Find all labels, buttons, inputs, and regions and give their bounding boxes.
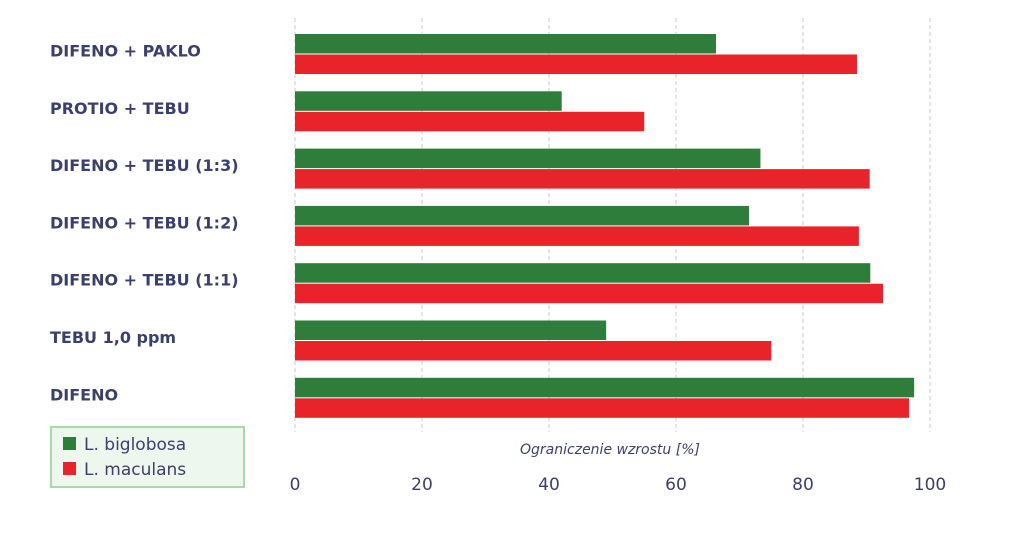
legend-box bbox=[50, 426, 245, 488]
x-tick-40: 40 bbox=[538, 475, 560, 495]
category-label: PROTIO + TEBU bbox=[50, 99, 190, 118]
x-tick-100: 100 bbox=[914, 475, 946, 495]
bar-biglobosa bbox=[295, 148, 761, 169]
category-label: DIFENO + TEBU (1:3) bbox=[50, 156, 239, 175]
bar-maculans bbox=[295, 54, 857, 74]
x-tick-labels: 0 20 40 60 80 100 bbox=[290, 475, 947, 495]
category-label: TEBU 1,0 ppm bbox=[50, 328, 176, 347]
legend-swatch-biglobosa bbox=[63, 437, 76, 450]
legend: L. biglobosa L. maculans bbox=[50, 426, 245, 488]
bars bbox=[295, 34, 915, 418]
category-label: DIFENO + PAKLO bbox=[50, 42, 201, 61]
x-tick-80: 80 bbox=[792, 475, 814, 495]
category-label: DIFENO + TEBU (1:2) bbox=[50, 213, 239, 232]
x-tick-0: 0 bbox=[290, 475, 301, 495]
bar-maculans bbox=[295, 341, 772, 361]
bar-maculans bbox=[295, 169, 870, 189]
category-label: DIFENO + TEBU (1:1) bbox=[50, 271, 239, 290]
bar-biglobosa bbox=[295, 263, 871, 283]
x-tick-20: 20 bbox=[411, 475, 433, 495]
bar-biglobosa bbox=[295, 377, 915, 398]
x-axis-title: Ograniczenie wzrostu [%] bbox=[520, 442, 700, 458]
legend-label-maculans: L. maculans bbox=[84, 460, 186, 480]
bar-biglobosa bbox=[295, 205, 750, 226]
bar-maculans bbox=[295, 398, 910, 418]
bar-maculans bbox=[295, 111, 645, 132]
bar-maculans bbox=[295, 226, 859, 246]
bar-biglobosa bbox=[295, 34, 717, 54]
bar-biglobosa bbox=[295, 320, 607, 340]
bar-biglobosa bbox=[295, 91, 562, 111]
category-label: DIFENO bbox=[50, 385, 118, 404]
legend-swatch-maculans bbox=[63, 462, 76, 475]
category-labels: DIFENO + PAKLO PROTIO + TEBU DIFENO + TEBU… bbox=[50, 42, 239, 405]
bar-maculans bbox=[295, 283, 884, 304]
x-tick-60: 60 bbox=[665, 475, 687, 495]
legend-label-biglobosa: L. biglobosa bbox=[84, 435, 186, 455]
